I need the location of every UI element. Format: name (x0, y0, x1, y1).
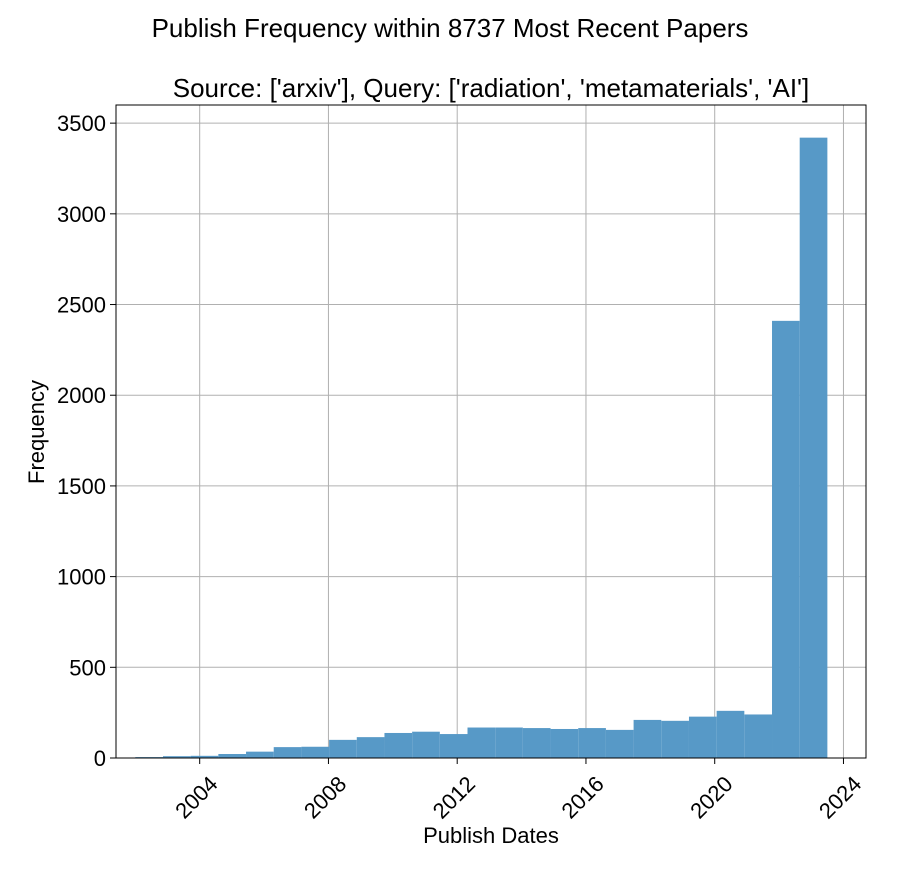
chart-title: Source: ['arxiv'], Query: ['radiation', … (173, 73, 810, 103)
y-tick-label: 0 (94, 746, 106, 771)
x-tick-label: 2008 (299, 771, 351, 823)
histogram-bar (329, 739, 357, 758)
histogram-bar (218, 754, 247, 758)
histogram-bar (412, 731, 440, 758)
histogram-bar (550, 728, 579, 758)
histogram-bar (688, 716, 717, 758)
grid-lines (116, 105, 866, 759)
x-axis-label: Publish Dates (423, 823, 559, 848)
histogram-bar (384, 732, 413, 758)
plot-frame (115, 104, 867, 759)
x-tick-label: 2012 (428, 771, 480, 823)
histogram-bar (439, 734, 468, 758)
histogram-bar (799, 137, 828, 758)
histogram-bar (716, 710, 745, 758)
y-tick-label: 3500 (57, 111, 106, 136)
x-tick-label: 2004 (170, 771, 222, 823)
figure-title: Publish Frequency within 8737 Most Recen… (152, 13, 749, 43)
histogram-bar (162, 756, 191, 758)
histogram-bar (246, 751, 274, 758)
histogram-bar (356, 737, 385, 758)
y-axis-ticks: 0 500 1000 1500 2000 2500 3000 3500 (57, 111, 116, 771)
histogram-bar (190, 755, 219, 758)
x-tick-label: 2016 (557, 771, 609, 823)
histogram-bar (661, 720, 689, 758)
histogram-bar (605, 729, 634, 758)
y-tick-label: 1500 (57, 474, 106, 499)
y-tick-label: 1000 (57, 565, 106, 590)
x-axis-ticks: 2004 2008 2012 2016 2020 2024 (170, 758, 866, 823)
histogram-bar (301, 746, 330, 758)
y-tick-label: 500 (69, 655, 106, 680)
histogram-bar (744, 714, 773, 758)
y-tick-label: 2500 (57, 293, 106, 318)
histogram-bars (135, 137, 828, 758)
x-tick-label: 2020 (685, 771, 737, 823)
histogram-bar (273, 747, 302, 758)
histogram-bar (633, 719, 662, 758)
histogram-bar (522, 728, 551, 758)
histogram-bar (578, 728, 606, 758)
histogram-bar (467, 727, 496, 758)
x-tick-label: 2024 (814, 771, 866, 823)
histogram-bar (772, 320, 800, 758)
y-axis-label: Frequency (24, 380, 49, 484)
y-tick-label: 3000 (57, 202, 106, 227)
y-tick-label: 2000 (57, 383, 106, 408)
histogram-bar (495, 727, 523, 758)
